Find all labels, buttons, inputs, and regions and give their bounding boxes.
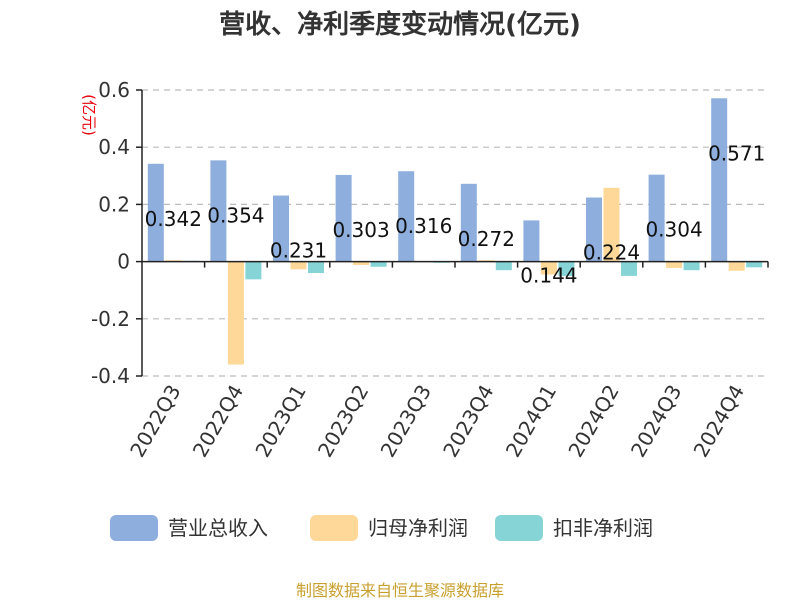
legend-swatch-revenue bbox=[110, 515, 158, 541]
y-tick-label: 0.2 bbox=[98, 192, 130, 216]
bar-deducted-net-profit bbox=[746, 261, 763, 268]
data-label-revenue: 0.224 bbox=[583, 241, 640, 265]
bar-revenue bbox=[711, 98, 728, 262]
x-tick-label: 2022Q4 bbox=[188, 381, 248, 462]
data-label-revenue: 0.571 bbox=[708, 141, 765, 165]
legend-label: 营业总收入 bbox=[168, 516, 268, 540]
bar-net-profit bbox=[227, 261, 244, 365]
x-tick-label: 2023Q1 bbox=[250, 381, 310, 462]
y-tick-label: 0 bbox=[117, 250, 130, 274]
bar-deducted-net-profit bbox=[621, 261, 637, 276]
legend-item: 扣非净利润 bbox=[495, 515, 653, 541]
bar-net-profit bbox=[666, 261, 683, 268]
bar-net-profit bbox=[353, 261, 370, 266]
x-tick-label: 2023Q4 bbox=[438, 381, 498, 462]
legend-swatch-deducted-net-profit bbox=[495, 515, 543, 541]
x-tick-label: 2023Q3 bbox=[376, 381, 436, 462]
bar-deducted-net-profit bbox=[245, 261, 262, 280]
data-label-revenue: 0.272 bbox=[458, 227, 515, 251]
x-tick-label: 2024Q2 bbox=[563, 381, 623, 462]
bar-revenue bbox=[586, 197, 602, 262]
data-label-revenue: 0.231 bbox=[270, 239, 327, 263]
bar-net-profit bbox=[728, 261, 745, 271]
x-tick-label: 2024Q1 bbox=[501, 381, 561, 462]
legend: 营业总收入 归母净利润 扣非净利润 bbox=[110, 515, 653, 541]
bar-deducted-net-profit bbox=[308, 261, 324, 274]
legend-label: 归母净利润 bbox=[368, 516, 468, 540]
x-tick-label: 2024Q3 bbox=[626, 381, 686, 462]
legend-item: 归母净利润 bbox=[310, 515, 468, 541]
bar-revenue bbox=[460, 183, 477, 262]
y-tick-label: -0.4 bbox=[91, 364, 130, 388]
source-note: 制图数据来自恒生聚源数据库 bbox=[296, 581, 504, 600]
data-label-revenue: 0.303 bbox=[332, 218, 389, 242]
data-label-revenue: 0.304 bbox=[645, 218, 702, 242]
y-tick-label: 0.4 bbox=[98, 135, 130, 159]
x-tick-label: 2022Q3 bbox=[125, 381, 185, 462]
bar-deducted-net-profit bbox=[558, 261, 575, 276]
y-unit-label: (亿元) bbox=[80, 94, 98, 136]
y-tick-label: 0.6 bbox=[98, 78, 130, 102]
legend-label: 扣非净利润 bbox=[553, 516, 653, 540]
bar-net-profit bbox=[540, 261, 557, 275]
x-tick-label: 2023Q2 bbox=[313, 381, 373, 462]
y-tick-label: -0.2 bbox=[91, 307, 130, 331]
bar-revenue bbox=[210, 160, 227, 262]
chart-title: 营收、净利季度变动情况(亿元) bbox=[219, 9, 581, 40]
bar-revenue bbox=[523, 220, 540, 262]
bar-deducted-net-profit bbox=[683, 261, 700, 271]
legend-item: 营业总收入 bbox=[110, 515, 268, 541]
bar-revenue bbox=[398, 171, 415, 262]
data-label-revenue: 0.354 bbox=[207, 203, 264, 227]
bar-net-profit bbox=[290, 261, 307, 270]
legend-swatch-net-profit bbox=[310, 515, 358, 541]
bar-revenue bbox=[648, 174, 665, 262]
bar-deducted-net-profit bbox=[370, 261, 387, 267]
bar-net-profit bbox=[603, 187, 620, 262]
bar-deducted-net-profit bbox=[495, 261, 512, 271]
bar-revenue bbox=[147, 163, 164, 262]
bars-layer bbox=[147, 98, 763, 365]
bar-revenue bbox=[335, 174, 352, 262]
data-label-revenue: 0.316 bbox=[395, 214, 452, 238]
data-label-revenue: 0.342 bbox=[145, 207, 202, 231]
bar-revenue bbox=[273, 195, 289, 262]
data-label-revenue: 0.144 bbox=[520, 263, 577, 287]
grid-layer bbox=[142, 89, 768, 377]
x-tick-label: 2024Q4 bbox=[689, 381, 749, 462]
